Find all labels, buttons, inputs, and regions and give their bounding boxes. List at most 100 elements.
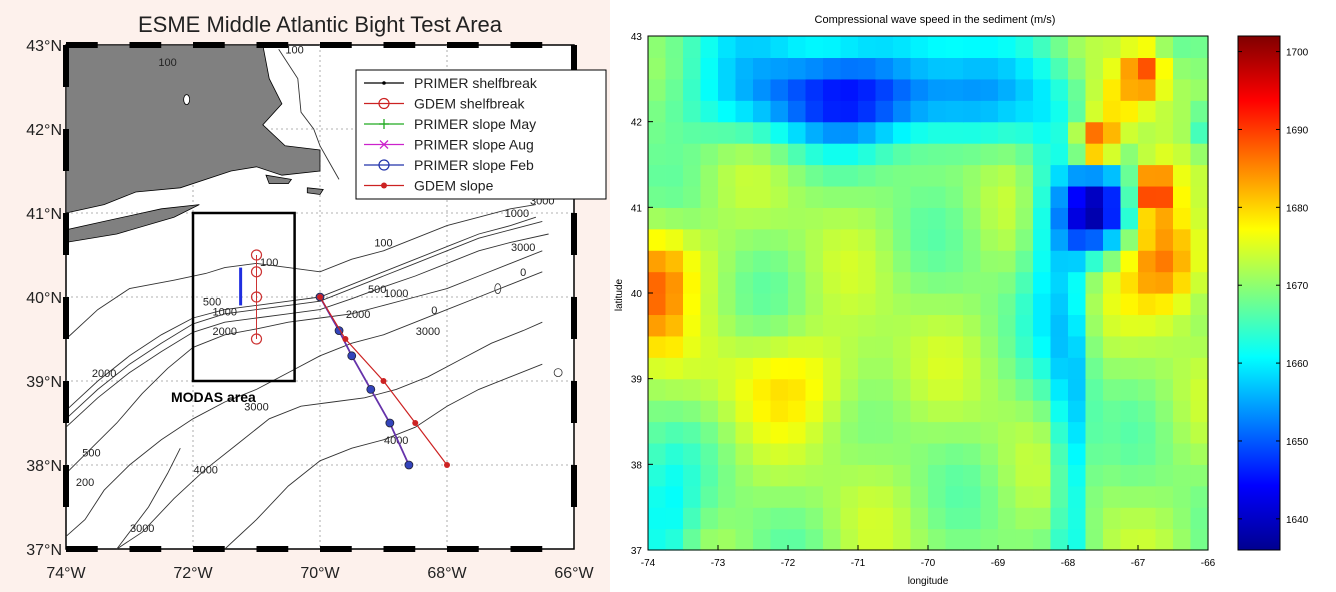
heatmap-cell <box>683 507 702 530</box>
heatmap-cell <box>945 335 964 358</box>
heatmap-cell <box>1120 57 1139 80</box>
heatmap-cell <box>823 507 842 530</box>
heatmap-cell <box>1033 78 1052 101</box>
heatmap-cell <box>823 485 842 508</box>
heatmap-cell <box>823 36 842 59</box>
heatmap-cell <box>735 36 754 59</box>
heatmap-cell <box>928 207 947 230</box>
frame-tick-bar <box>193 42 225 48</box>
heatmap-cell <box>1085 378 1104 401</box>
heatmap-cell <box>998 485 1017 508</box>
heatmap-cell <box>1173 78 1192 101</box>
frame-tick-bar <box>383 546 416 552</box>
heatmap-cell <box>1155 485 1174 508</box>
heatmap-cell <box>753 357 772 380</box>
heatmap-cell <box>770 335 789 358</box>
frame-tick-bar <box>447 42 479 48</box>
heatmap-cell <box>875 400 894 423</box>
heatmap-cell <box>665 78 684 101</box>
heatmap-cell <box>648 207 667 230</box>
heatmap-cell <box>718 335 737 358</box>
x-tick-label: -71 <box>851 558 866 569</box>
heatmap-cell <box>1068 207 1087 230</box>
heatmap-cell <box>963 164 982 187</box>
heatmap-cell <box>910 164 929 187</box>
frame-tick-bar <box>571 381 577 423</box>
heatmap-cell <box>718 78 737 101</box>
heatmap-cell <box>840 485 859 508</box>
heatmap-cell <box>1138 250 1157 273</box>
heatmap-cell <box>840 314 859 337</box>
heatmap-cell <box>858 57 877 80</box>
seamount-contour <box>553 368 563 378</box>
heatmap-cell <box>683 100 702 123</box>
heatmap-cell <box>1103 185 1122 208</box>
heatmap-cell <box>893 228 912 251</box>
esme-test-area-map: ESME Middle Atlantic Bight Test Area 100… <box>0 0 610 592</box>
heatmap-cell <box>1103 100 1122 123</box>
heatmap-cell <box>1068 464 1087 487</box>
heatmap-cell <box>1015 185 1034 208</box>
heatmap-cell <box>1155 271 1174 294</box>
heatmap-cell <box>1138 271 1157 294</box>
heatmap-cell <box>1033 528 1052 551</box>
heatmap-cell <box>788 464 807 487</box>
heatmap-cell <box>788 143 807 166</box>
legend-label: PRIMER slope Feb <box>414 157 534 173</box>
latitude-tick-labels: 43°N 42°N 41°N 40°N 39°N 38°N 37°N <box>26 38 62 559</box>
heatmap-cell <box>1050 421 1069 444</box>
heatmap-cell <box>1138 400 1157 423</box>
heatmap-cell <box>1155 314 1174 337</box>
heatmap-cell <box>928 164 947 187</box>
heatmap-cell <box>1050 207 1069 230</box>
heatmap-cell <box>700 293 719 316</box>
heatmap-cell <box>875 357 894 380</box>
heatmap-cell <box>1015 164 1034 187</box>
heatmap-cell <box>753 143 772 166</box>
heatmap-cell <box>788 207 807 230</box>
contour-depth-label: 3000 <box>244 401 268 413</box>
heatmap-cell <box>665 314 684 337</box>
heatmap-cell <box>1033 207 1052 230</box>
heatmap-cell <box>718 207 737 230</box>
heatmap-cell <box>718 228 737 251</box>
colorbar-tick-label: 1660 <box>1286 359 1309 370</box>
heatmap-cell <box>1068 250 1087 273</box>
heatmap-cell <box>1015 421 1034 444</box>
heatmap-cell <box>928 57 947 80</box>
heatmap-cell <box>1103 507 1122 530</box>
longitude-tick-label: 72°W <box>173 565 213 582</box>
heatmap-cell <box>1103 378 1122 401</box>
heatmap-cell <box>735 250 754 273</box>
heatmap-cell <box>910 100 929 123</box>
heatmap-cell <box>945 378 964 401</box>
heatmap-cell <box>648 314 667 337</box>
heatmap-cell <box>770 250 789 273</box>
heatmap-cell <box>1103 400 1122 423</box>
heatmap-cell <box>700 378 719 401</box>
heatmap-cell <box>875 121 894 144</box>
heatmap-cell <box>858 228 877 251</box>
heatmap-cell <box>963 121 982 144</box>
heatmap-cell <box>998 57 1017 80</box>
heatmap-cell <box>1085 228 1104 251</box>
heatmap-cell <box>683 36 702 59</box>
heatmap-cell <box>1015 507 1034 530</box>
frame-tick-bar <box>66 42 98 48</box>
heatmap-cell <box>840 100 859 123</box>
heatmap-cell <box>700 164 719 187</box>
heatmap-cell <box>858 36 877 59</box>
heatmap-cell <box>735 357 754 380</box>
heatmap-cell <box>1173 121 1192 144</box>
heatmap-cell <box>893 57 912 80</box>
heatmap-cell <box>963 464 982 487</box>
heatmap-cell <box>963 228 982 251</box>
heatmap-cell <box>893 528 912 551</box>
heatmap-cell <box>910 357 929 380</box>
heatmap-cell <box>753 185 772 208</box>
heatmap-cell <box>875 57 894 80</box>
heatmap-cell <box>700 335 719 358</box>
heatmap-cell <box>718 271 737 294</box>
contour-depth-label: 4000 <box>384 435 408 447</box>
heatmap-cell <box>665 507 684 530</box>
